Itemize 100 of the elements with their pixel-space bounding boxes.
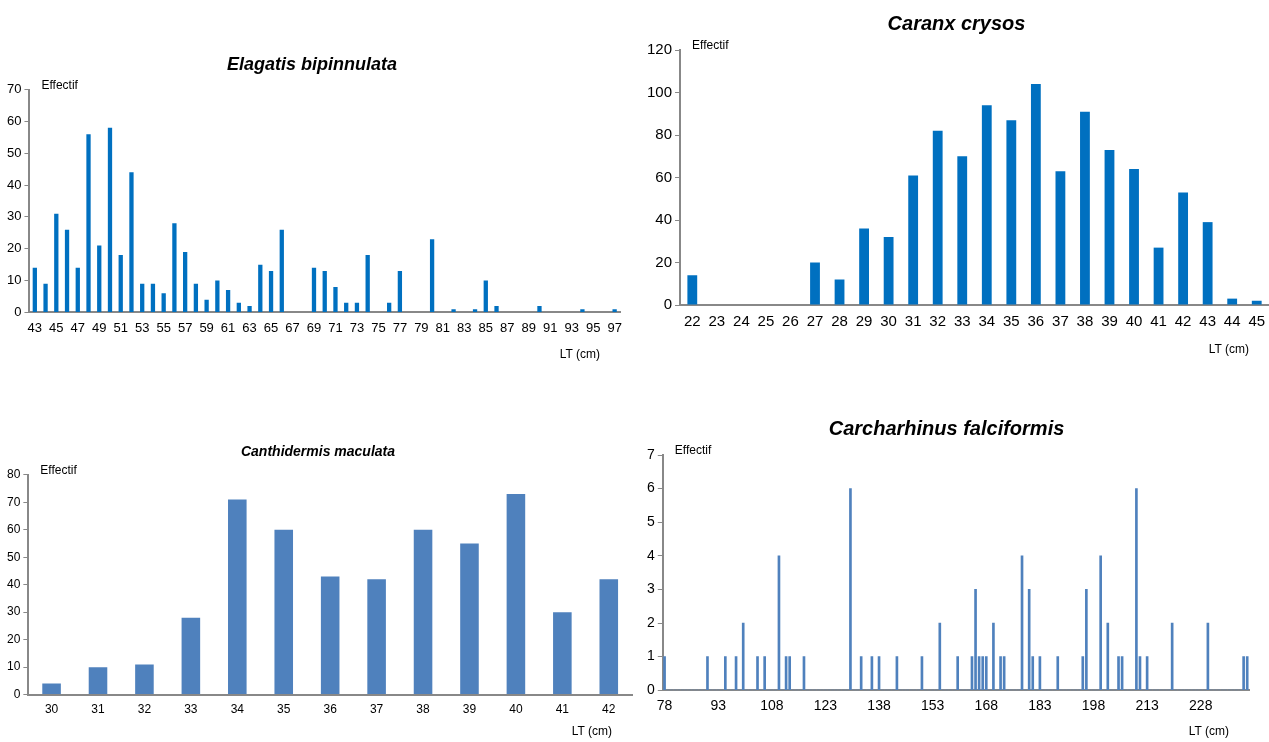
bar	[849, 488, 852, 691]
bar	[984, 656, 988, 691]
y-tick-label: 120	[647, 40, 673, 58]
chart-title: Canthidermis maculata	[240, 443, 396, 460]
bar	[1006, 120, 1017, 305]
bar	[1245, 656, 1249, 691]
x-tick-label: 35	[1002, 312, 1020, 330]
bar	[756, 656, 759, 691]
bar	[537, 306, 542, 312]
bar	[883, 237, 894, 305]
bar	[974, 589, 977, 691]
x-tick-label: 93	[564, 319, 579, 335]
bar	[204, 299, 209, 312]
bar	[1135, 488, 1138, 691]
bar	[859, 228, 869, 305]
y-tick-label: 0	[14, 303, 22, 319]
x-tick-label: 183	[1028, 697, 1052, 714]
x-tick-label: 32	[137, 702, 152, 717]
x-tick-label: 38	[1076, 312, 1094, 330]
bar	[460, 543, 479, 695]
x-tick-label: 27	[806, 312, 824, 330]
bar	[107, 127, 113, 312]
x-tick-label: 213	[1135, 697, 1160, 714]
bar	[483, 280, 488, 312]
y-tick-label: 50	[6, 549, 21, 564]
x-tick-label: 49	[92, 319, 107, 335]
x-tick-label: 40	[509, 702, 523, 717]
x-tick-label: 69	[306, 319, 322, 335]
bar	[135, 664, 154, 695]
bar	[663, 656, 666, 691]
x-tick-label: 138	[867, 697, 891, 714]
bar	[1106, 622, 1110, 691]
x-tick-label: 78	[656, 697, 673, 714]
bar	[413, 529, 433, 695]
x-tick-label: 35	[277, 702, 291, 717]
y-tick-label: 100	[647, 82, 673, 100]
x-tick-label: 97	[607, 319, 622, 335]
chart-title: Caranx crysos	[887, 11, 1026, 34]
x-tick-label: 44	[1223, 312, 1241, 330]
bar	[810, 262, 820, 305]
x-tick-label: 30	[880, 312, 897, 330]
bar	[506, 494, 526, 695]
x-tick-label: 93	[710, 697, 727, 714]
bar	[451, 309, 456, 312]
bar	[957, 156, 968, 305]
y-tick-label: 60	[655, 167, 673, 185]
bar	[268, 271, 274, 312]
x-tick-label: 42	[1174, 312, 1192, 330]
x-tick-label: 79	[414, 319, 429, 335]
bar	[612, 309, 617, 312]
bar	[992, 622, 995, 691]
bar	[354, 302, 360, 312]
bar	[1227, 298, 1238, 305]
x-tick-label: 24	[733, 312, 750, 330]
bar	[741, 622, 745, 691]
x-tick-label: 57	[177, 319, 193, 335]
x-tick-label: 168	[974, 697, 999, 714]
x-tick-label: 59	[199, 319, 214, 335]
x-axis-title: LT (cm)	[1208, 342, 1249, 357]
x-tick-label: 61	[220, 319, 236, 335]
bar	[365, 255, 370, 312]
x-axis-title: LT (cm)	[1188, 724, 1229, 739]
bar	[429, 239, 435, 312]
x-tick-label: 108	[760, 697, 784, 714]
bar	[599, 579, 619, 695]
x-tick-label: 40	[1125, 312, 1143, 330]
bar	[322, 271, 327, 312]
bar	[1080, 111, 1090, 305]
bar	[183, 251, 188, 312]
bar	[274, 529, 294, 695]
x-tick-label: 33	[184, 702, 198, 717]
bar	[834, 279, 845, 305]
bar	[1099, 555, 1102, 691]
x-tick-label: 123	[813, 697, 838, 714]
bar	[763, 656, 766, 691]
bar	[172, 223, 177, 312]
x-tick-label: 33	[953, 312, 971, 330]
y-axis-title: Effectif	[40, 463, 78, 478]
x-tick-label: 47	[70, 319, 86, 335]
bar	[1178, 192, 1189, 305]
y-tick-label: 3	[646, 580, 655, 597]
y-tick-label: 30	[6, 604, 21, 619]
x-tick-label: 73	[349, 319, 365, 335]
bar	[54, 213, 59, 312]
bar	[75, 267, 80, 312]
y-tick-label: 0	[646, 681, 655, 698]
bar	[956, 656, 960, 691]
x-tick-label: 95	[585, 319, 601, 335]
x-tick-label: 55	[156, 319, 171, 335]
x-tick-label: 25	[757, 312, 775, 330]
x-tick-label: 43	[1199, 312, 1216, 330]
x-tick-label: 23	[708, 312, 726, 330]
x-tick-label: 36	[1027, 312, 1045, 330]
x-tick-label: 228	[1189, 697, 1213, 714]
bar	[981, 656, 985, 691]
x-tick-label: 71	[328, 319, 343, 335]
x-tick-label: 37	[1052, 312, 1069, 330]
y-tick-label: 60	[6, 113, 22, 129]
bar	[724, 656, 727, 691]
bar	[981, 105, 992, 305]
